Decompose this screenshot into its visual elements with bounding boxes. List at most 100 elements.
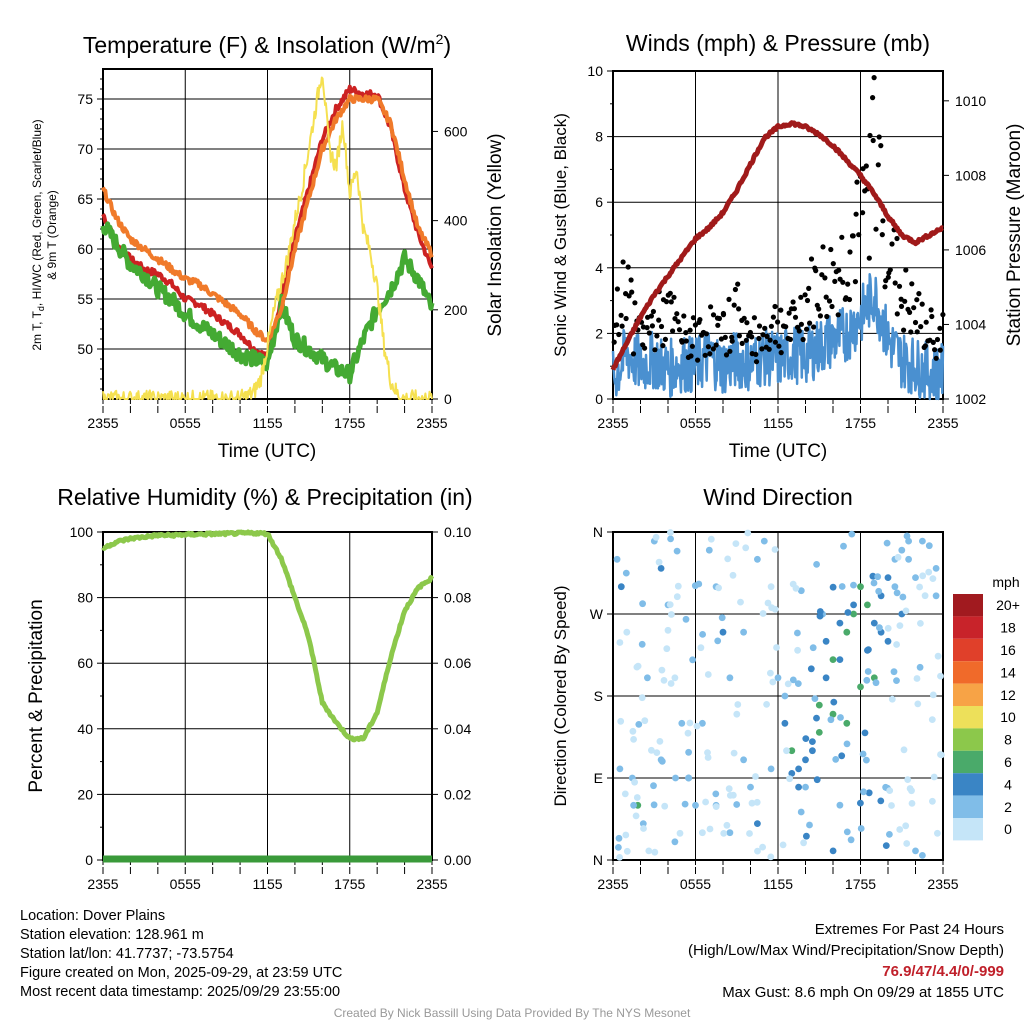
gust-point bbox=[819, 272, 825, 278]
direction-point bbox=[733, 801, 741, 808]
direction-point bbox=[781, 692, 789, 700]
gust-point bbox=[912, 319, 919, 326]
gust-point bbox=[875, 162, 881, 168]
extremes-title: Extremes For Past 24 Hours bbox=[814, 921, 1004, 938]
direction-point bbox=[754, 820, 761, 827]
y-tick-label: N bbox=[593, 852, 603, 868]
direction-point bbox=[811, 695, 819, 702]
y-axis-label: Sonic Wind & Gust (Blue, Black) bbox=[551, 113, 570, 357]
direction-point bbox=[681, 800, 689, 808]
gust-point bbox=[932, 347, 938, 353]
gust-point bbox=[823, 294, 829, 300]
winds-panel: 2355 0555 1155 1755 2355 0 2 4 6 8 10 1002 1004 1006 1… bbox=[551, 30, 1024, 462]
gust-point bbox=[791, 306, 798, 312]
direction-point bbox=[704, 749, 711, 756]
recent-text: Most recent data timestamp: 2025/09/29 2… bbox=[20, 984, 341, 1000]
gust-point bbox=[840, 279, 846, 285]
y2-tick-label: 1010 bbox=[955, 93, 986, 109]
direction-point bbox=[615, 844, 622, 851]
gust-point bbox=[749, 334, 755, 340]
direction-point bbox=[725, 785, 733, 793]
direction-point bbox=[783, 747, 790, 755]
y2-tick-label: 0.08 bbox=[444, 590, 471, 606]
y2-tick-label: 0.06 bbox=[444, 655, 471, 671]
direction-point bbox=[657, 565, 665, 572]
direction-point bbox=[617, 717, 625, 725]
gust-point bbox=[648, 313, 655, 319]
direction-point bbox=[848, 530, 856, 538]
direction-point bbox=[613, 555, 621, 563]
direction-point bbox=[850, 581, 857, 589]
gust-point bbox=[674, 311, 680, 317]
direction-point bbox=[767, 765, 775, 773]
x-tick-label: 2355 bbox=[416, 415, 447, 431]
y2-tick-label: 1006 bbox=[955, 242, 986, 258]
gust-point bbox=[642, 345, 648, 351]
gust-point bbox=[798, 321, 805, 327]
x-tick-label: 2355 bbox=[416, 876, 447, 892]
direction-point bbox=[903, 840, 911, 847]
x-tick-label: 1755 bbox=[845, 876, 876, 892]
direction-point bbox=[800, 839, 807, 847]
elevation-text: Station elevation: 128.961 m bbox=[20, 927, 204, 943]
y-tick-label: 10 bbox=[587, 63, 603, 79]
gust-point bbox=[918, 324, 924, 330]
gust-point bbox=[804, 297, 811, 304]
gust-point bbox=[830, 261, 836, 267]
direction-point bbox=[888, 802, 895, 809]
direction-point bbox=[794, 646, 801, 654]
gust-point bbox=[676, 327, 683, 333]
gust-point bbox=[658, 323, 665, 330]
credit-text: Created By Nick Bassill Using Data Provi… bbox=[333, 1006, 691, 1020]
direction-point bbox=[914, 700, 922, 708]
direction-point bbox=[893, 641, 900, 648]
gust-point bbox=[816, 306, 822, 312]
gust-point bbox=[911, 305, 917, 311]
direction-point bbox=[734, 701, 742, 708]
direction-point bbox=[884, 637, 892, 645]
direction-point bbox=[921, 592, 929, 600]
direction-point bbox=[615, 834, 623, 842]
gust-point bbox=[705, 344, 712, 350]
direction-point bbox=[802, 756, 809, 764]
direction-point bbox=[635, 721, 643, 728]
gust-point bbox=[663, 299, 670, 305]
gust-point bbox=[802, 292, 808, 298]
direction-point bbox=[663, 645, 671, 653]
y-tick-label: 40 bbox=[77, 721, 93, 737]
gust-point bbox=[611, 339, 617, 345]
direction-point bbox=[656, 738, 664, 745]
direction-point bbox=[919, 572, 927, 580]
gust-point bbox=[778, 307, 784, 313]
gust-point bbox=[654, 333, 660, 339]
y-tick-label: 20 bbox=[77, 786, 93, 802]
direction-point bbox=[850, 601, 857, 609]
y-axis-label-2: & 9m T (Orange) bbox=[45, 190, 59, 280]
direction-point bbox=[658, 666, 666, 674]
direction-point bbox=[673, 593, 681, 601]
gust-point bbox=[909, 281, 915, 287]
gust-point bbox=[820, 244, 826, 250]
colorbar-label: 2 bbox=[1004, 799, 1012, 815]
direction-point bbox=[760, 537, 768, 545]
direction-point bbox=[809, 738, 816, 745]
gust-point bbox=[919, 301, 925, 307]
y-tick-label: 75 bbox=[77, 91, 93, 107]
gust-point bbox=[626, 293, 632, 299]
direction-point bbox=[893, 677, 900, 684]
gust-point bbox=[928, 307, 934, 313]
direction-point bbox=[638, 694, 646, 702]
direction-point bbox=[894, 553, 902, 561]
direction-point bbox=[715, 584, 722, 592]
gust-point bbox=[702, 352, 708, 358]
gust-point bbox=[930, 339, 936, 345]
direction-point bbox=[752, 773, 759, 780]
direction-point bbox=[829, 710, 837, 718]
gust-point bbox=[792, 314, 799, 320]
gust-point bbox=[783, 324, 789, 330]
gust-point bbox=[667, 290, 673, 296]
direction-point bbox=[638, 640, 646, 648]
direction-point bbox=[767, 853, 775, 861]
gust-point bbox=[929, 313, 935, 320]
direction-point bbox=[788, 770, 796, 777]
